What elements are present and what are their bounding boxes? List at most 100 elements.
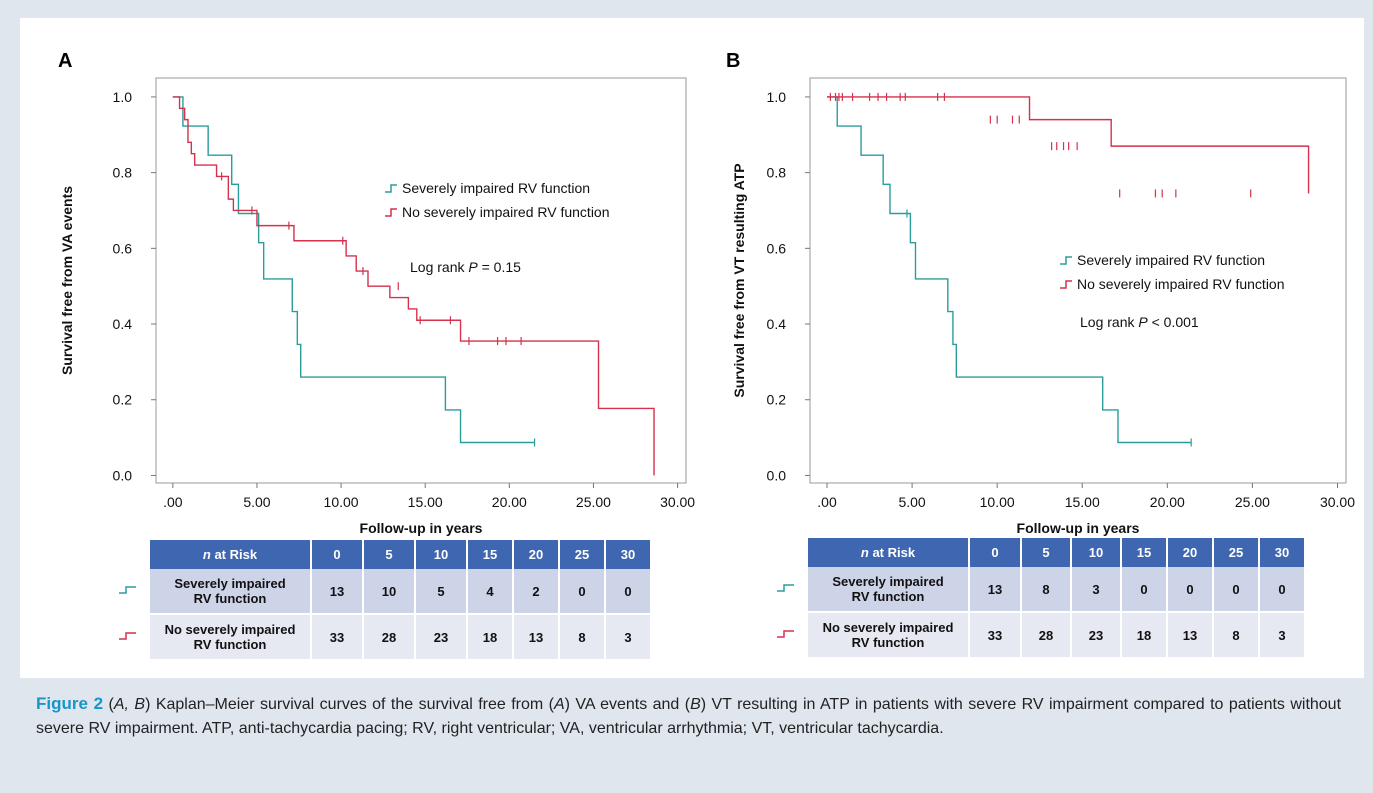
x-tick-label: 30.00 <box>1320 494 1355 510</box>
risk-count: 8 <box>559 614 606 661</box>
y-tick-label: 0.2 <box>113 392 133 408</box>
risk-count: 3 <box>605 614 652 661</box>
risk-count: 18 <box>1121 612 1168 659</box>
risk-header-label: n at Risk <box>150 540 312 569</box>
risk-count: 0 <box>1259 567 1306 613</box>
panel-a: A .00 5.00 10.00 15.00 20.00 25.00 30.00 0.0 0.2… <box>20 18 695 678</box>
risk-count: 23 <box>1071 612 1122 659</box>
x-tick-label: 25.00 <box>576 494 611 510</box>
survival-curve-severe <box>172 96 535 444</box>
risk-count: 33 <box>969 612 1022 659</box>
risk-count: 8 <box>1021 567 1072 613</box>
x-tick-label: .00 <box>163 494 183 510</box>
x-tick-label: 25.00 <box>1235 494 1270 510</box>
risk-count: 5 <box>415 569 468 615</box>
risk-count: 10 <box>363 569 416 615</box>
risk-count: 3 <box>1071 567 1122 613</box>
legend-label: No severely impaired RV function <box>402 204 610 220</box>
plot-frame <box>809 77 1347 484</box>
legend-label: Severely impaired RV function <box>402 180 590 196</box>
caption-segment: ( <box>103 696 114 713</box>
x-axis-label: Follow-up in years <box>360 520 483 536</box>
risk-header-year: 15 <box>467 540 514 569</box>
y-axis-label: Survival free from VT resulting ATP <box>731 163 747 397</box>
x-tick-label: 5.00 <box>243 494 270 510</box>
risk-count: 23 <box>415 614 468 661</box>
n-italic: n <box>202 547 211 562</box>
risk-header-year: 30 <box>605 540 652 569</box>
risk-count: 13 <box>1167 612 1214 659</box>
y-tick-label: 1.0 <box>767 89 787 105</box>
caption-segment: ) Kaplan–Meier survival curves of the su… <box>145 696 554 713</box>
plot-frame <box>155 77 687 484</box>
y-tick-label: 0.8 <box>767 165 787 181</box>
legend-swatch <box>1060 256 1072 265</box>
risk-count: 13 <box>969 567 1022 613</box>
survival-curve-non-severe <box>827 96 1310 194</box>
x-tick-label: 20.00 <box>1150 494 1185 510</box>
risk-header-label: n at Risk <box>808 538 970 567</box>
x-tick-label: 20.00 <box>492 494 527 510</box>
y-axis-label: Survival free from VA events <box>59 186 75 375</box>
legend-label: Severely impaired RV function <box>1077 252 1265 268</box>
risk-header-year: 20 <box>1167 538 1214 567</box>
row-curve-symbol <box>777 584 794 592</box>
legend-swatch <box>385 184 397 193</box>
log-rank-prefix: Log rank <box>1080 314 1138 330</box>
row-curve-symbol <box>119 586 136 594</box>
risk-count: 0 <box>1167 567 1214 613</box>
figure-number: Figure 2 <box>36 694 104 713</box>
risk-row-label: Severely impaired RV function <box>808 567 970 613</box>
panel-letter: B <box>726 50 741 72</box>
x-tick-label: 15.00 <box>1065 494 1100 510</box>
km-chart-a: .00 5.00 10.00 15.00 20.00 25.00 30.00 0.0 0.2 0.… <box>59 77 695 536</box>
log-rank-annotation: Log rank P = 0.15 <box>410 259 521 275</box>
caption-segment: ) VA events and ( <box>564 696 691 713</box>
x-tick-label: 10.00 <box>980 494 1015 510</box>
risk-count: 33 <box>311 614 364 661</box>
survival-curve-non-severe <box>172 96 655 476</box>
y-tick-label: 0.4 <box>113 316 133 332</box>
risk-count: 28 <box>363 614 416 661</box>
n-italic: n <box>860 545 869 560</box>
caption-italic: B <box>690 696 701 713</box>
risk-header-year: 25 <box>1213 538 1260 567</box>
risk-count: 13 <box>311 569 364 615</box>
log-rank-annotation: Log rank P < 0.001 <box>1080 314 1199 330</box>
risk-header-year: 0 <box>311 540 364 569</box>
risk-row: Severely impaired RV function 13 8 3 0 0 0 0 <box>764 567 1306 613</box>
risk-header-year: 15 <box>1121 538 1168 567</box>
row-symbol <box>106 614 150 660</box>
risk-header-year: 30 <box>1259 538 1306 567</box>
risk-header-year: 10 <box>1071 538 1122 567</box>
y-tick-label: 1.0 <box>113 89 133 105</box>
x-tick-label: 5.00 <box>898 494 925 510</box>
caption-segment: ) VT resulting in ATP in patients with s… <box>36 696 1342 737</box>
row-symbol <box>106 569 150 614</box>
symbol-header <box>106 540 150 569</box>
risk-header-row: n at Risk 0 5 10 15 20 25 30 <box>106 540 652 569</box>
row-symbol <box>764 567 808 612</box>
caption-italic: A, B <box>113 696 146 713</box>
risk-header-year: 0 <box>969 538 1022 567</box>
risk-count: 0 <box>1213 567 1260 613</box>
caption-text: (A, B) Kaplan–Meier survival curves of t… <box>36 696 1341 737</box>
x-axis-label: Follow-up in years <box>1017 520 1140 536</box>
risk-table-b: n at Risk 0 5 10 15 20 25 30 Severely impaired RV… <box>764 538 1306 659</box>
y-tick-label: 0.0 <box>113 467 133 483</box>
x-tick-label: 30.00 <box>660 494 695 510</box>
log-rank-prefix: Log rank <box>410 259 468 275</box>
risk-row-label: No severely impaired RV function <box>808 612 970 659</box>
row-curve-symbol <box>119 631 136 640</box>
symbol-header <box>764 538 808 567</box>
risk-count: 3 <box>1259 612 1306 659</box>
risk-header-year: 10 <box>415 540 468 569</box>
log-rank-value: = 0.15 <box>478 259 521 275</box>
log-rank-value: < 0.001 <box>1148 314 1199 330</box>
log-rank-p: P <box>1138 314 1148 330</box>
risk-header-year: 5 <box>363 540 416 569</box>
panel-b: B .00 5.00 10.00 15.00 20.00 25.00 30.00 0.0 0.2… <box>692 18 1364 678</box>
km-chart-b: .00 5.00 10.00 15.00 20.00 25.00 30.00 0.0 0.2 0.… <box>731 77 1355 536</box>
risk-table-a: n at Risk 0 5 10 15 20 25 30 Severely impaired RV… <box>106 540 652 661</box>
risk-count: 0 <box>1121 567 1168 613</box>
